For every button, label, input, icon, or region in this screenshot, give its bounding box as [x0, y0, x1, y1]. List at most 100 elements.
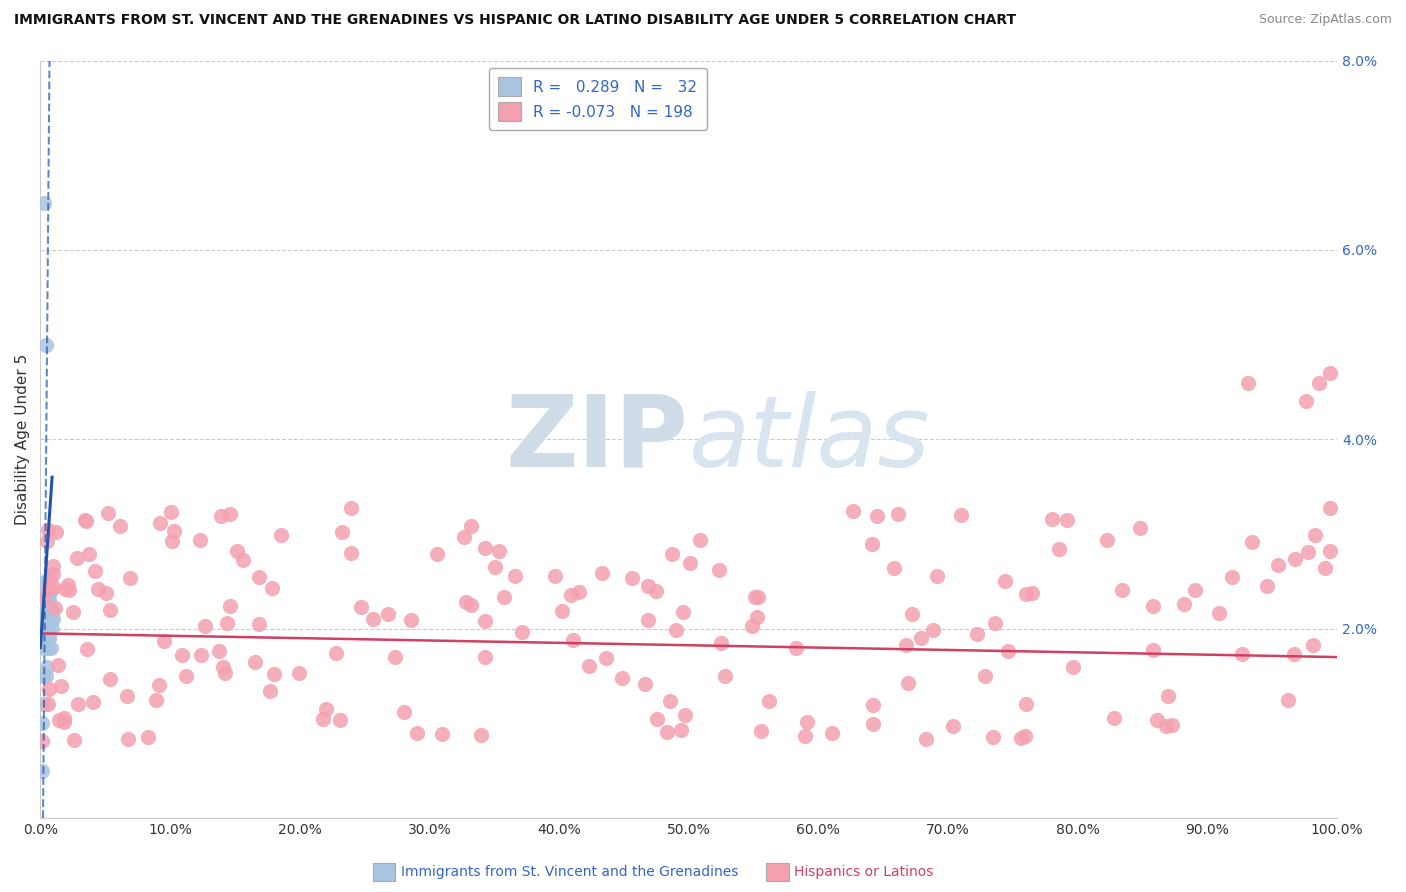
Point: [207, 644, 229, 658]
Point: [560, 588, 582, 602]
Point: [75, 514, 97, 528]
Point: [37, 523, 59, 537]
Point: [53, 715, 76, 730]
Point: [1240, 535, 1263, 549]
Point: [53, 711, 76, 725]
Point: [211, 660, 233, 674]
Point: [51, 679, 73, 693]
Point: [87, 582, 110, 597]
Point: [329, 713, 352, 727]
Point: [37, 697, 59, 711]
Point: [79, 547, 101, 561]
Point: [339, 500, 361, 515]
Point: [661, 547, 683, 561]
Point: [38, 682, 60, 697]
Point: [1295, 394, 1317, 409]
Point: [785, 640, 807, 655]
Point: [34, 337, 56, 351]
Point: [1111, 582, 1133, 597]
Point: [38, 631, 60, 645]
Point: [39, 612, 62, 626]
Point: [1142, 599, 1164, 613]
Point: [215, 616, 238, 631]
Point: [1302, 638, 1324, 652]
Point: [671, 723, 693, 737]
Point: [34, 603, 56, 617]
Point: [46, 658, 69, 673]
Point: [1303, 527, 1326, 541]
Point: [31, 764, 53, 778]
Point: [38, 581, 60, 595]
Point: [747, 591, 769, 605]
Point: [1256, 579, 1278, 593]
Point: [551, 604, 574, 618]
Legend: R =   0.289   N =   32, R = -0.073   N = 198: R = 0.289 N = 32, R = -0.073 N = 198: [489, 69, 707, 130]
Point: [758, 694, 780, 708]
Point: [270, 527, 292, 541]
Point: [245, 655, 267, 669]
Point: [981, 730, 1004, 744]
Point: [595, 651, 617, 665]
Point: [1154, 718, 1177, 732]
Point: [488, 543, 510, 558]
Point: [474, 650, 496, 665]
Point: [330, 524, 353, 539]
Point: [1232, 647, 1254, 661]
Point: [474, 541, 496, 555]
Point: [153, 634, 176, 648]
Point: [188, 533, 211, 548]
Point: [41, 558, 63, 573]
Point: [232, 553, 254, 567]
Point: [842, 504, 865, 518]
Point: [637, 613, 659, 627]
Point: [714, 669, 737, 683]
Text: Source: ZipAtlas.com: Source: ZipAtlas.com: [1258, 13, 1392, 27]
Point: [117, 731, 139, 746]
Point: [1277, 693, 1299, 707]
Point: [1010, 731, 1032, 745]
Point: [707, 563, 730, 577]
Point: [1021, 586, 1043, 600]
Point: [470, 728, 492, 742]
Point: [950, 508, 973, 522]
Point: [194, 618, 217, 632]
Point: [82, 695, 104, 709]
Point: [148, 677, 170, 691]
Point: [966, 627, 988, 641]
Point: [39, 583, 62, 598]
Point: [45, 525, 67, 540]
Point: [430, 727, 453, 741]
Point: [1161, 718, 1184, 732]
Point: [942, 719, 965, 733]
Point: [1156, 689, 1178, 703]
Text: Hispanics or Latinos: Hispanics or Latinos: [794, 865, 934, 880]
Point: [42, 566, 65, 581]
Point: [1047, 542, 1070, 557]
Point: [620, 570, 643, 584]
Point: [263, 667, 285, 681]
Point: [37, 574, 59, 589]
Point: [993, 574, 1015, 588]
Point: [145, 693, 167, 707]
Text: atlas: atlas: [689, 391, 931, 488]
Point: [973, 668, 995, 682]
Y-axis label: Disability Age Under 5: Disability Age Under 5: [15, 354, 30, 525]
Point: [1062, 659, 1084, 673]
Point: [34, 698, 56, 712]
Point: [460, 599, 482, 613]
Point: [591, 566, 613, 581]
Point: [32, 669, 55, 683]
Point: [862, 716, 884, 731]
Point: [312, 712, 335, 726]
Point: [1173, 597, 1195, 611]
Point: [901, 607, 924, 622]
Point: [454, 595, 477, 609]
Point: [262, 582, 284, 596]
Point: [35, 534, 58, 549]
Point: [174, 669, 197, 683]
Point: [503, 569, 526, 583]
Point: [325, 646, 347, 660]
Point: [108, 518, 131, 533]
Point: [62, 606, 84, 620]
Point: [405, 726, 427, 740]
